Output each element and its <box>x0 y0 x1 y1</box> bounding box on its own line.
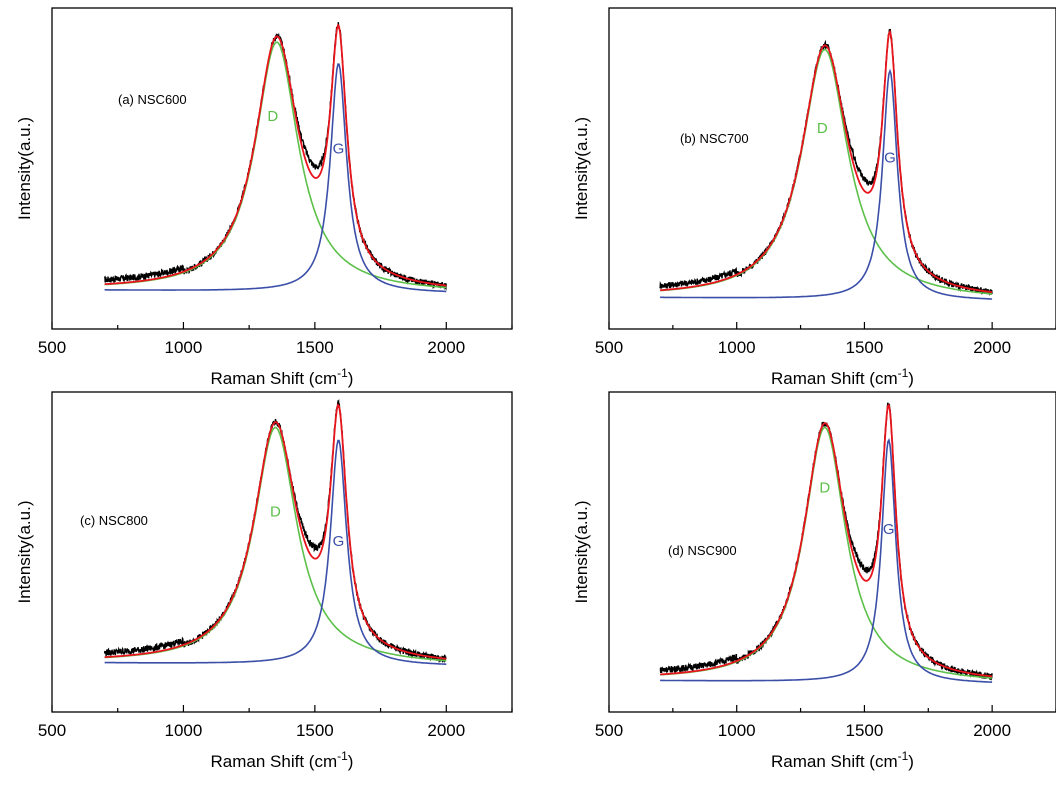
panel-label: (a) NSC600 <box>118 92 187 107</box>
d-band-fit-line <box>660 48 993 295</box>
x-tick-label: 1000 <box>718 338 756 357</box>
measured-spectrum-line <box>659 28 993 296</box>
g-band-fit-line <box>104 63 447 293</box>
d-band-fit-line <box>104 426 447 662</box>
y-axis-label: Intensity(a.u.) <box>15 501 34 604</box>
x-tick-label: 2000 <box>973 338 1011 357</box>
x-axis-label: Raman Shift (cm-1) <box>211 366 354 388</box>
panel-label: (c) NSC800 <box>80 513 148 528</box>
x-tick-label: 2000 <box>427 721 465 740</box>
peak-label-g: G <box>883 521 895 538</box>
peak-label-d: D <box>819 480 830 497</box>
y-axis-label: Intensity(a.u.) <box>572 501 591 604</box>
peak-label-d: D <box>267 108 278 125</box>
plot-area <box>659 402 993 683</box>
plot-frame <box>51 391 513 713</box>
x-tick-label: 500 <box>595 721 623 740</box>
x-axis-label: Raman Shift (cm-1) <box>771 366 914 388</box>
x-tick-label: 1500 <box>296 338 334 357</box>
y-axis-label: Intensity(a.u.) <box>572 117 591 220</box>
chart-panel-3: 500 1000 1500 2000 Raman Shift (cm-1) Intensi… <box>15 391 513 771</box>
panel-label: (b) NSC700 <box>680 131 749 146</box>
plot-frame <box>51 7 513 330</box>
measured-spectrum-line <box>659 402 993 681</box>
x-tick-label: 1000 <box>718 721 756 740</box>
measured-spectrum-line <box>104 22 447 291</box>
peak-label-d: D <box>817 120 828 137</box>
chart-panel-1: 500 1000 1500 2000 Raman Shift (cm-1) Intensi… <box>15 7 513 388</box>
x-tick-label: 1000 <box>165 338 203 357</box>
cumulative-fit-line <box>104 23 447 287</box>
peak-label-g: G <box>884 150 896 167</box>
measured-spectrum-line <box>103 398 447 664</box>
plot-frame <box>608 391 1056 713</box>
panel-label: (d) NSC900 <box>668 543 737 558</box>
chart-panel-2: 500 1000 1500 2000 Raman Shift (cm-1) Intensi… <box>572 7 1056 388</box>
x-tick-label: 500 <box>38 721 66 740</box>
cumulative-fit-line <box>660 29 993 294</box>
peak-label-d: D <box>270 503 281 520</box>
x-tick-label: 1000 <box>165 721 203 740</box>
x-tick-label: 1500 <box>296 721 334 740</box>
x-tick-label: 2000 <box>427 338 465 357</box>
g-band-fit-line <box>104 439 447 665</box>
g-band-fit-line <box>660 437 993 683</box>
x-tick-label: 500 <box>38 338 66 357</box>
x-tick-label: 1500 <box>846 338 884 357</box>
y-axis-label: Intensity(a.u.) <box>15 117 34 220</box>
g-band-fit-line <box>660 68 993 300</box>
chart-panel-4: 500 1000 1500 2000 Raman Shift (cm-1) Intensi… <box>572 391 1056 771</box>
plot-area <box>659 28 993 300</box>
plot-frame <box>608 7 1056 330</box>
plot-area <box>103 398 447 665</box>
plot-area <box>104 22 447 293</box>
cumulative-fit-line <box>660 403 993 678</box>
x-tick-label: 2000 <box>973 721 1011 740</box>
x-axis-label: Raman Shift (cm-1) <box>771 749 914 771</box>
peak-label-g: G <box>333 533 345 550</box>
d-band-fit-line <box>104 41 447 289</box>
x-tick-label: 500 <box>595 338 623 357</box>
x-axis-label: Raman Shift (cm-1) <box>211 749 354 771</box>
cumulative-fit-line <box>104 403 447 660</box>
peak-label-g: G <box>333 141 345 158</box>
x-tick-label: 1500 <box>846 721 884 740</box>
